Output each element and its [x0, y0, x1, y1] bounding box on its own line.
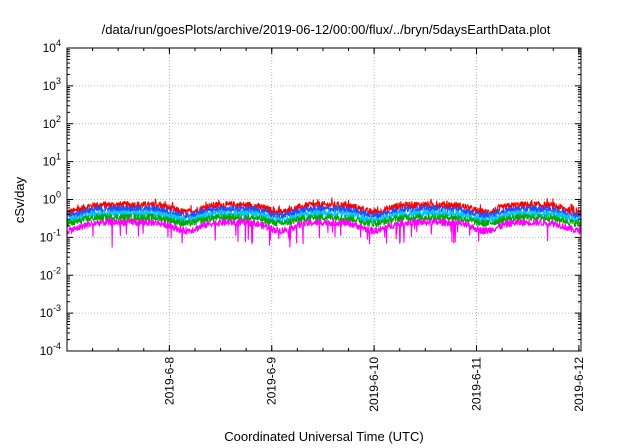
y-tick-label: 10-2 — [40, 265, 61, 282]
x-tick-labels: 2019-6-8 2019-6-9 2019-6-10 2019-6-11 2019-6… — [162, 357, 585, 412]
y-tick-label: 102 — [43, 114, 61, 131]
y-tick-label: 10-1 — [40, 227, 61, 244]
axis-ticks — [66, 47, 581, 352]
grid-lines — [67, 48, 581, 351]
chart-title: /data/run/goesPlots/archive/2019-06-12/0… — [102, 22, 551, 37]
series-line — [66, 218, 582, 248]
y-tick-label: 104 — [43, 38, 61, 55]
x-tick-label: 2019-6-12 — [572, 357, 586, 412]
y-tick-label: 100 — [43, 190, 61, 207]
x-tick-label: 2019-6-8 — [162, 357, 176, 405]
y-axis-label: cSv/day — [12, 176, 27, 223]
x-tick-label: 2019-6-11 — [469, 357, 483, 411]
y-tick-label: 10-3 — [40, 303, 61, 320]
series-lines — [66, 197, 582, 248]
x-tick-label: 2019-6-10 — [367, 357, 381, 412]
series-line — [66, 213, 582, 228]
y-tick-label: 10-4 — [40, 341, 61, 358]
x-axis-label: Coordinated Universal Time (UTC) — [224, 429, 423, 444]
y-tick-label: 101 — [43, 152, 61, 169]
y-tick-labels: 10-4 10-3 10-2 10-1 100 101 102 103 104 — [40, 38, 61, 358]
series-line — [66, 197, 582, 217]
x-tick-label: 2019-6-9 — [265, 357, 279, 405]
y-tick-label: 103 — [43, 76, 61, 93]
